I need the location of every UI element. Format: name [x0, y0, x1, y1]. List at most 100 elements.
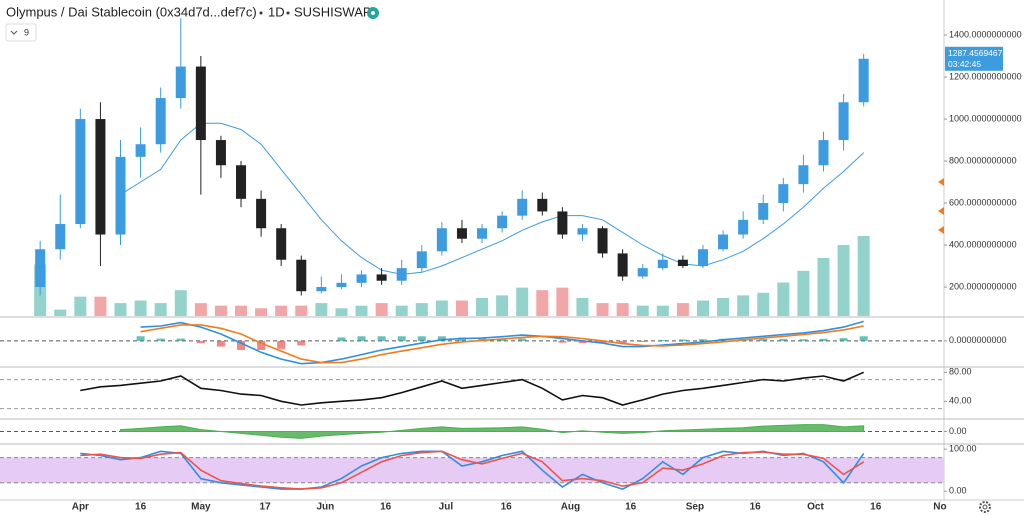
volume-bar	[335, 308, 348, 316]
histogram-bar	[277, 340, 286, 349]
volume-bar	[817, 257, 830, 316]
y-tick-label: 0.00	[949, 426, 967, 436]
candle-body	[718, 234, 729, 250]
candle-body	[296, 259, 307, 292]
histogram-bar	[297, 340, 306, 346]
volume-bar	[355, 305, 368, 316]
candle-body	[738, 219, 749, 235]
histogram-bar	[417, 336, 426, 341]
histogram-bar	[176, 338, 185, 341]
candle-body	[396, 268, 407, 281]
volume-bar	[476, 297, 489, 316]
candle-body	[477, 228, 488, 239]
volume-bar	[154, 303, 167, 316]
histogram-bar	[397, 336, 406, 341]
status-dot	[371, 11, 375, 15]
y-tick-label: 80.00	[949, 367, 972, 377]
x-tick-label: 16	[870, 502, 882, 513]
candle-body	[818, 140, 829, 166]
volume-bar	[315, 303, 328, 316]
settings-icon[interactable]	[979, 501, 991, 513]
interval: 1D	[268, 4, 285, 19]
x-tick-label: Aug	[561, 502, 580, 513]
volume-bar	[214, 305, 227, 316]
volume-bar	[134, 300, 147, 316]
candle-body	[798, 165, 809, 185]
volume-bar	[636, 305, 649, 316]
histogram-bar	[779, 339, 788, 341]
volume-bar	[194, 303, 207, 316]
candle-body	[75, 119, 86, 225]
separator	[259, 11, 263, 15]
x-tick-label: 16	[750, 502, 762, 513]
candle-body	[838, 102, 849, 141]
candle-body	[577, 228, 588, 235]
exchange: SUSHISWAP	[294, 4, 372, 19]
volume-bar	[255, 308, 268, 316]
candle-body	[35, 249, 46, 288]
x-tick-label: No	[933, 502, 946, 513]
y-tick-label: 40.00	[949, 396, 972, 406]
volume-bar	[717, 297, 730, 316]
candle-body	[55, 224, 66, 250]
y-tick-label: 0.0000000000	[949, 335, 1007, 345]
indicator-line	[80, 371, 865, 406]
volume-bar	[516, 287, 529, 316]
candle-body	[95, 119, 106, 235]
volume-bar	[174, 290, 187, 316]
candle-body	[637, 268, 648, 277]
last-price: 1287.4569467557	[948, 48, 1017, 58]
volume-bar	[737, 295, 750, 316]
y-tick-label: 600.0000000000	[949, 197, 1017, 207]
y-tick-label: 200.0000000000	[949, 281, 1017, 291]
indicator-toggle[interactable]	[5, 23, 37, 42]
indicator-input: 9	[24, 27, 29, 37]
volume-bar	[797, 270, 810, 316]
volume-bar	[656, 305, 669, 316]
histogram-bar	[839, 338, 848, 341]
histogram-bar	[196, 340, 205, 344]
x-tick-label: 17	[260, 502, 272, 513]
candle-body	[376, 274, 387, 281]
moving-average	[120, 122, 865, 275]
y-tick-label: 1200.0000000000	[949, 71, 1022, 81]
candle-body	[215, 140, 226, 166]
volume-bar	[235, 305, 248, 316]
histogram-bar	[257, 340, 266, 350]
volume-bar	[857, 236, 870, 316]
volume-bar	[596, 303, 609, 316]
candle-body	[356, 274, 367, 283]
histogram-bar	[658, 339, 667, 341]
candle-body	[155, 98, 166, 145]
volume-bar	[837, 245, 850, 316]
alert-markers	[938, 178, 944, 234]
y-tick-label: 800.0000000000	[949, 155, 1017, 165]
candle-body	[517, 198, 528, 216]
histogram-bar	[558, 340, 567, 343]
histogram-bar	[578, 340, 587, 344]
histogram-bar	[156, 338, 165, 341]
volume-bar	[576, 297, 589, 316]
separator	[286, 11, 290, 15]
volume-bar	[395, 305, 408, 316]
x-tick-label: Jul	[439, 502, 454, 513]
x-tick-label: 16	[625, 502, 637, 513]
volume-bar	[415, 303, 428, 316]
volume-bar	[616, 303, 629, 316]
candle-body	[115, 156, 126, 235]
y-tick-label: 0.00	[949, 486, 967, 496]
histogram-bar	[136, 336, 145, 341]
candle-body	[497, 215, 508, 229]
x-tick-label: 16	[380, 502, 392, 513]
candle-body	[336, 282, 347, 288]
candle-body	[236, 165, 247, 199]
candle-body	[758, 203, 769, 220]
volume-bar	[696, 300, 709, 316]
histogram-bar	[337, 337, 346, 341]
x-tick-label: 16	[501, 502, 513, 513]
candle-body	[256, 198, 267, 229]
chevron	[10, 30, 18, 35]
histogram-bar	[377, 336, 386, 341]
indicator-line	[80, 450, 865, 490]
volume-bar	[54, 309, 67, 316]
